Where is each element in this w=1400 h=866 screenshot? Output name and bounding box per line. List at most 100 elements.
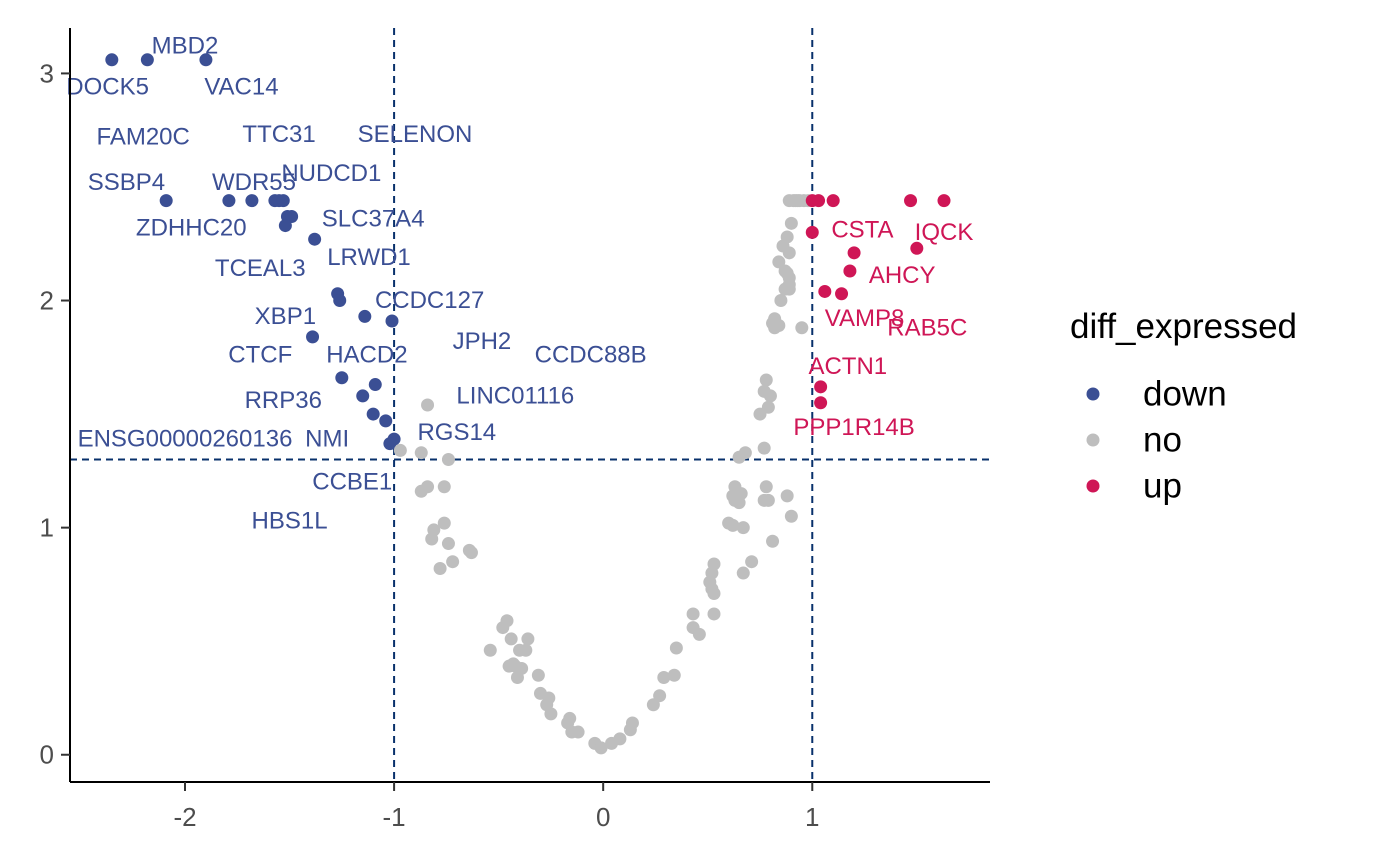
data-point-no	[738, 446, 752, 460]
data-point-down	[368, 378, 382, 392]
data-point-no	[761, 493, 775, 507]
gene-label: TCEAL3	[215, 255, 306, 282]
data-point-up	[826, 194, 840, 208]
data-point-no	[736, 566, 750, 580]
data-points	[105, 53, 951, 755]
data-point-up	[805, 225, 819, 239]
x-axis-ticks: -2 -1 0 1	[173, 782, 820, 832]
gene-label: XBP1	[255, 303, 316, 330]
gene-label: ZDHHC20	[136, 214, 247, 241]
gene-label: CCDC127	[375, 287, 484, 314]
data-point-down	[105, 53, 119, 67]
y-tick-label: 3	[40, 58, 54, 88]
axes	[69, 28, 990, 783]
data-point-no	[437, 516, 451, 530]
data-point-no	[496, 621, 510, 635]
x-tick-label: -1	[383, 802, 406, 832]
data-point-no	[745, 555, 759, 569]
data-point-down	[366, 407, 380, 421]
gene-label: TTC31	[242, 121, 315, 148]
data-point-down	[285, 210, 299, 223]
data-point-down	[379, 414, 393, 428]
data-point-no	[464, 546, 478, 560]
data-point-no	[510, 671, 524, 685]
data-point-no	[544, 707, 558, 721]
data-point-no	[504, 632, 518, 646]
data-point-no	[437, 480, 451, 494]
data-point-down	[199, 53, 213, 67]
data-point-no	[763, 389, 777, 403]
gene-label: VAMP8	[825, 305, 905, 332]
gene-label: AHCY	[869, 262, 936, 289]
gene-label: RAB5C	[887, 314, 967, 341]
gene-label: HACD2	[326, 342, 407, 369]
gene-label: CSTA	[831, 217, 893, 244]
data-point-no	[728, 480, 742, 494]
data-point-no	[759, 373, 773, 387]
gene-label: NMI	[305, 426, 349, 453]
legend-key-up	[1086, 479, 1100, 493]
data-point-no	[692, 627, 706, 641]
data-point-no	[513, 643, 527, 657]
data-point-down	[356, 389, 370, 403]
gene-label: MBD2	[152, 33, 219, 60]
data-point-down	[335, 371, 349, 385]
data-point-up	[812, 194, 826, 208]
data-point-no	[784, 216, 798, 230]
data-point-no	[757, 441, 771, 455]
data-point-no	[594, 741, 608, 755]
data-point-no	[669, 641, 683, 655]
gene-label: SLC37A4	[322, 205, 425, 232]
data-point-no	[795, 321, 809, 335]
data-point-no	[414, 446, 428, 460]
data-point-down	[278, 219, 292, 233]
legend: diff_expressed down no up	[1070, 307, 1297, 506]
data-point-no	[772, 255, 786, 269]
data-point-no	[393, 443, 407, 457]
data-point-up	[937, 194, 951, 208]
legend-label-no: no	[1143, 421, 1182, 460]
gene-label: VAC14	[204, 74, 278, 101]
data-point-no	[483, 643, 497, 657]
gene-label: FAM20C	[96, 124, 189, 151]
data-point-no	[774, 294, 788, 308]
legend-label-down: down	[1143, 375, 1227, 414]
gene-label: DOCK5	[66, 74, 149, 101]
data-point-up	[910, 241, 924, 255]
data-point-no	[759, 480, 773, 494]
data-point-no	[425, 532, 439, 546]
data-point-no	[531, 668, 545, 682]
data-point-down	[308, 232, 322, 246]
data-point-up	[818, 284, 832, 298]
gene-label: WDR55	[212, 169, 296, 196]
data-point-down	[245, 194, 259, 208]
data-point-no	[768, 312, 782, 326]
data-point-no	[657, 671, 671, 685]
data-point-up	[835, 287, 849, 301]
gene-label: CTCF	[228, 342, 292, 369]
data-point-down	[276, 194, 290, 208]
data-point-down	[140, 53, 154, 67]
x-tick-label: -2	[173, 802, 196, 832]
data-point-no	[421, 398, 435, 412]
data-point-no	[646, 698, 660, 712]
gene-label: SSBP4	[88, 169, 165, 196]
data-point-no	[780, 489, 794, 503]
data-point-no	[782, 246, 796, 260]
data-point-no	[686, 607, 700, 621]
gene-label: HBS1L	[252, 507, 328, 534]
reference-lines	[70, 28, 990, 782]
legend-key-no	[1086, 433, 1100, 447]
data-point-up	[847, 246, 861, 260]
data-point-no	[421, 480, 435, 494]
data-point-no	[707, 587, 721, 600]
data-point-no	[780, 230, 794, 244]
data-point-no	[707, 607, 721, 621]
gene-label: PPP1R14B	[793, 414, 914, 441]
data-point-down	[383, 437, 397, 451]
data-point-down	[333, 294, 347, 308]
data-point-no	[736, 521, 750, 535]
data-point-down	[306, 330, 320, 344]
x-tick-label: 0	[596, 802, 610, 832]
